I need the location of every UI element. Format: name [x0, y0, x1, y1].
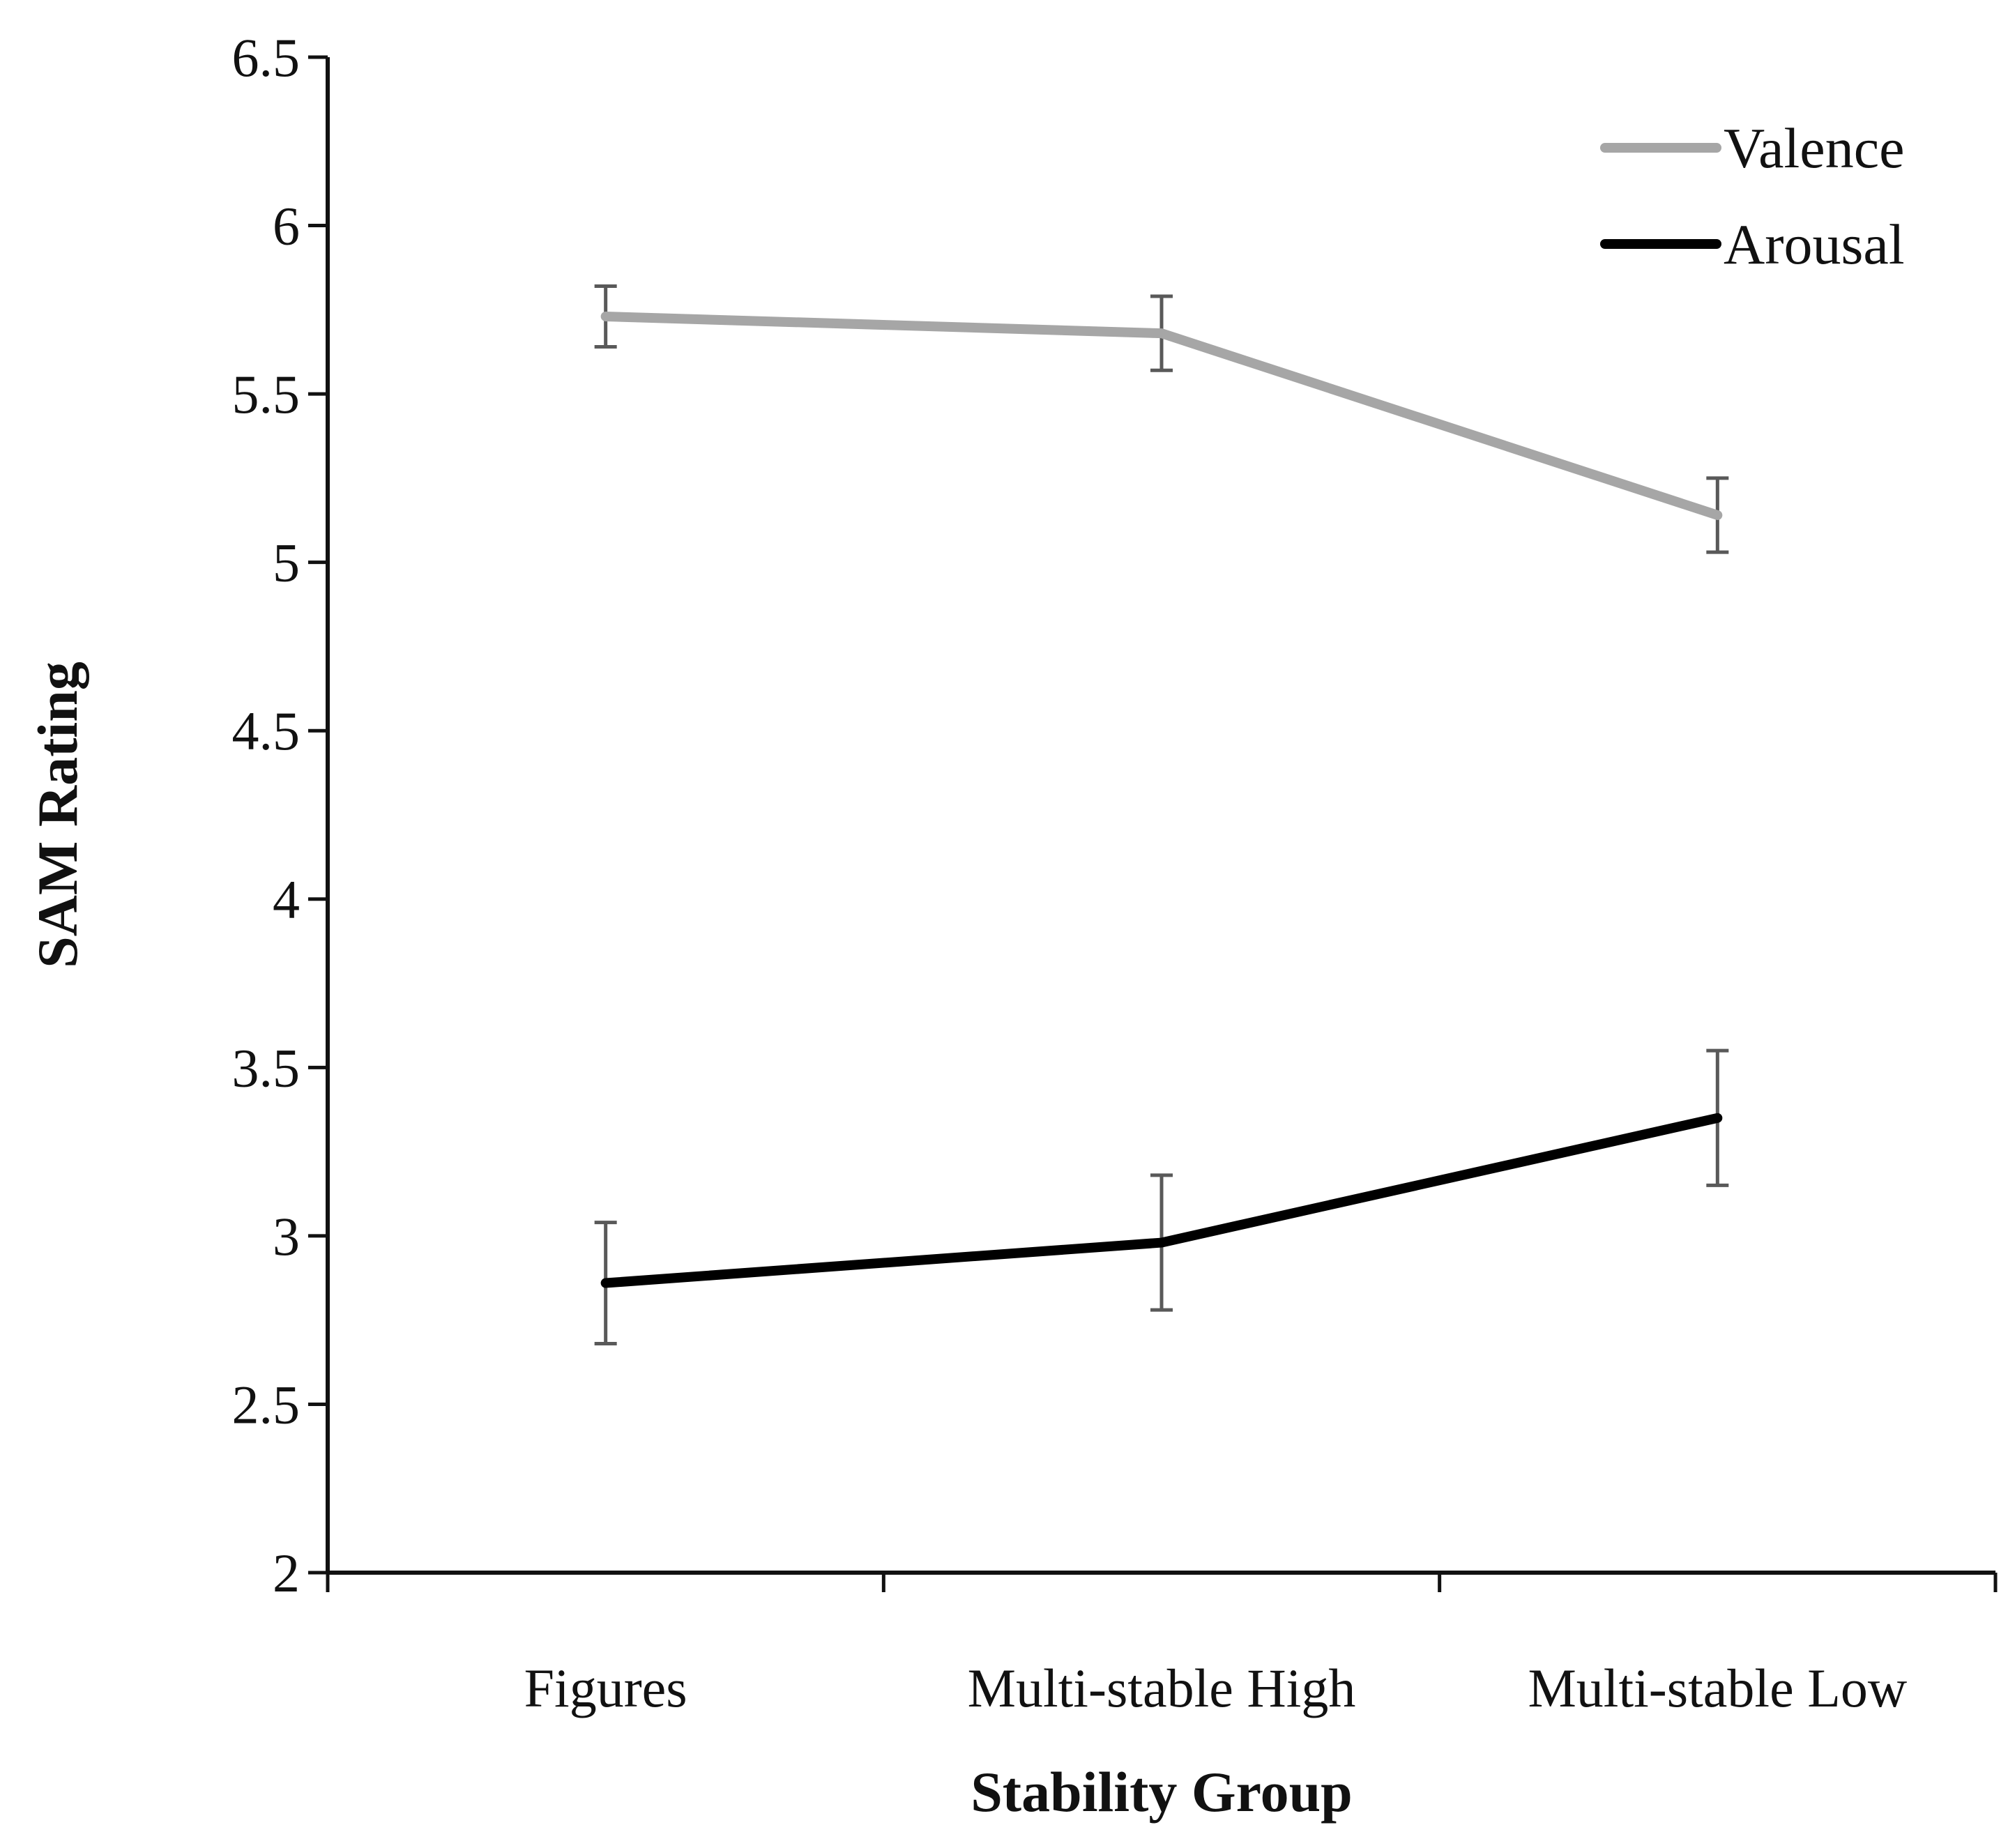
y-tick-label: 2	[273, 1543, 300, 1603]
legend-label: Arousal	[1724, 213, 1905, 276]
y-tick-label: 5	[273, 533, 300, 593]
x-tick-label: Figures	[524, 1658, 687, 1718]
axis-titles: Stability Group SAM Rating	[26, 662, 1353, 1824]
error-bars	[594, 284, 1729, 1345]
y-tick-label: 3.5	[232, 1037, 301, 1098]
y-tick-label: 6	[273, 196, 300, 257]
y-tick-label: 2.5	[232, 1374, 301, 1435]
x-axis-title: Stability Group	[971, 1760, 1353, 1824]
y-tick-label: 5.5	[232, 364, 301, 425]
series-line-valence	[600, 311, 1723, 521]
legend-label: Valence	[1724, 116, 1905, 180]
x-tick-label: Multi-stable High	[968, 1658, 1356, 1718]
series-line-arousal	[600, 1113, 1723, 1288]
axes: 2 2.5 3 3.5 4 4.5 5 5.5 6 6.5 Figures Multi-stable …	[232, 27, 1998, 1718]
y-tick-label: 6.5	[232, 27, 301, 88]
y-tick-label: 3	[273, 1206, 300, 1267]
y-tick-label: 4.5	[232, 701, 301, 761]
legend: Valence Arousal	[1600, 116, 1905, 276]
y-tick-label: 4	[273, 869, 300, 930]
x-tick-label: Multi-stable Low	[1528, 1658, 1907, 1718]
series-lines	[600, 311, 1723, 1288]
y-axis-title: SAM Rating	[26, 662, 89, 968]
